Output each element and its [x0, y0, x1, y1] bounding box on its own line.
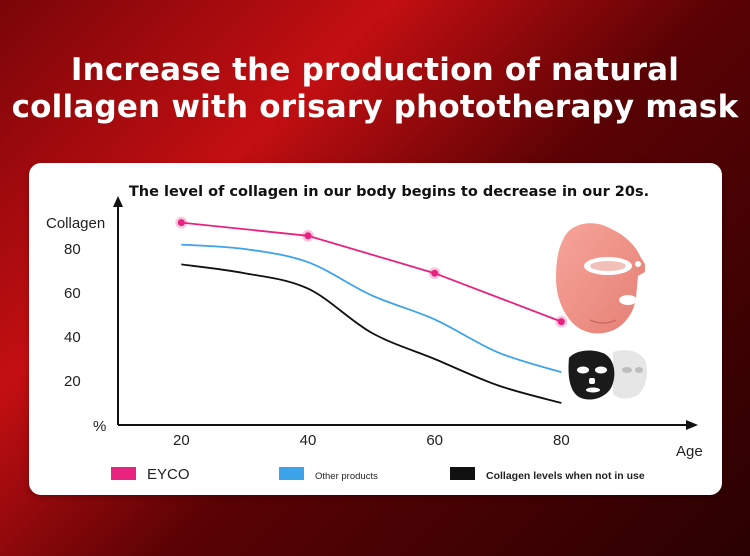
series-line-2: [181, 263, 562, 404]
legend-label: Other products: [315, 471, 378, 482]
y-tick-label: 60: [64, 285, 81, 302]
x-axis-label: Age: [676, 443, 703, 460]
title-line-1: Increase the production of natural: [70, 52, 680, 88]
y-tick-label: 40: [64, 329, 81, 346]
y-axis-label: Collagen: [46, 215, 105, 232]
black-white-masks-image: [568, 350, 647, 400]
legend-swatch: [279, 467, 304, 480]
y-unit-label: %: [93, 418, 106, 435]
series-line-0: [181, 221, 562, 323]
data-point: [557, 318, 565, 326]
data-point: [431, 269, 439, 277]
data-point: [177, 219, 185, 227]
legend-swatch: [111, 467, 136, 480]
y-axis-arrow: [113, 196, 123, 207]
legend-label: Collagen levels when not in use: [486, 470, 645, 482]
y-tick-label: 20: [64, 373, 81, 390]
x-tick-label: 80: [553, 432, 570, 449]
legend: EYCO Other products Collagen levels when n…: [111, 466, 645, 483]
x-tick-label: 60: [426, 432, 443, 449]
x-tick-label: 40: [300, 432, 317, 449]
x-axis-arrow: [686, 420, 698, 430]
series-lines: [175, 216, 568, 404]
legend-label: EYCO: [147, 466, 190, 483]
pink-mask-image: [556, 223, 645, 334]
page-title: Increase the production of natural colla…: [0, 52, 750, 126]
data-point: [304, 232, 312, 240]
tick-labels: 20 40 60 80 20 40 60 80: [64, 241, 570, 449]
title-line-2: collagen with orisary phototherapy mask: [11, 89, 739, 125]
y-tick-label: 80: [64, 241, 81, 258]
x-tick-label: 20: [173, 432, 190, 449]
legend-swatch: [450, 467, 475, 480]
series-line-1: [181, 243, 562, 374]
chart-title: The level of collagen in our body begins…: [129, 184, 649, 200]
